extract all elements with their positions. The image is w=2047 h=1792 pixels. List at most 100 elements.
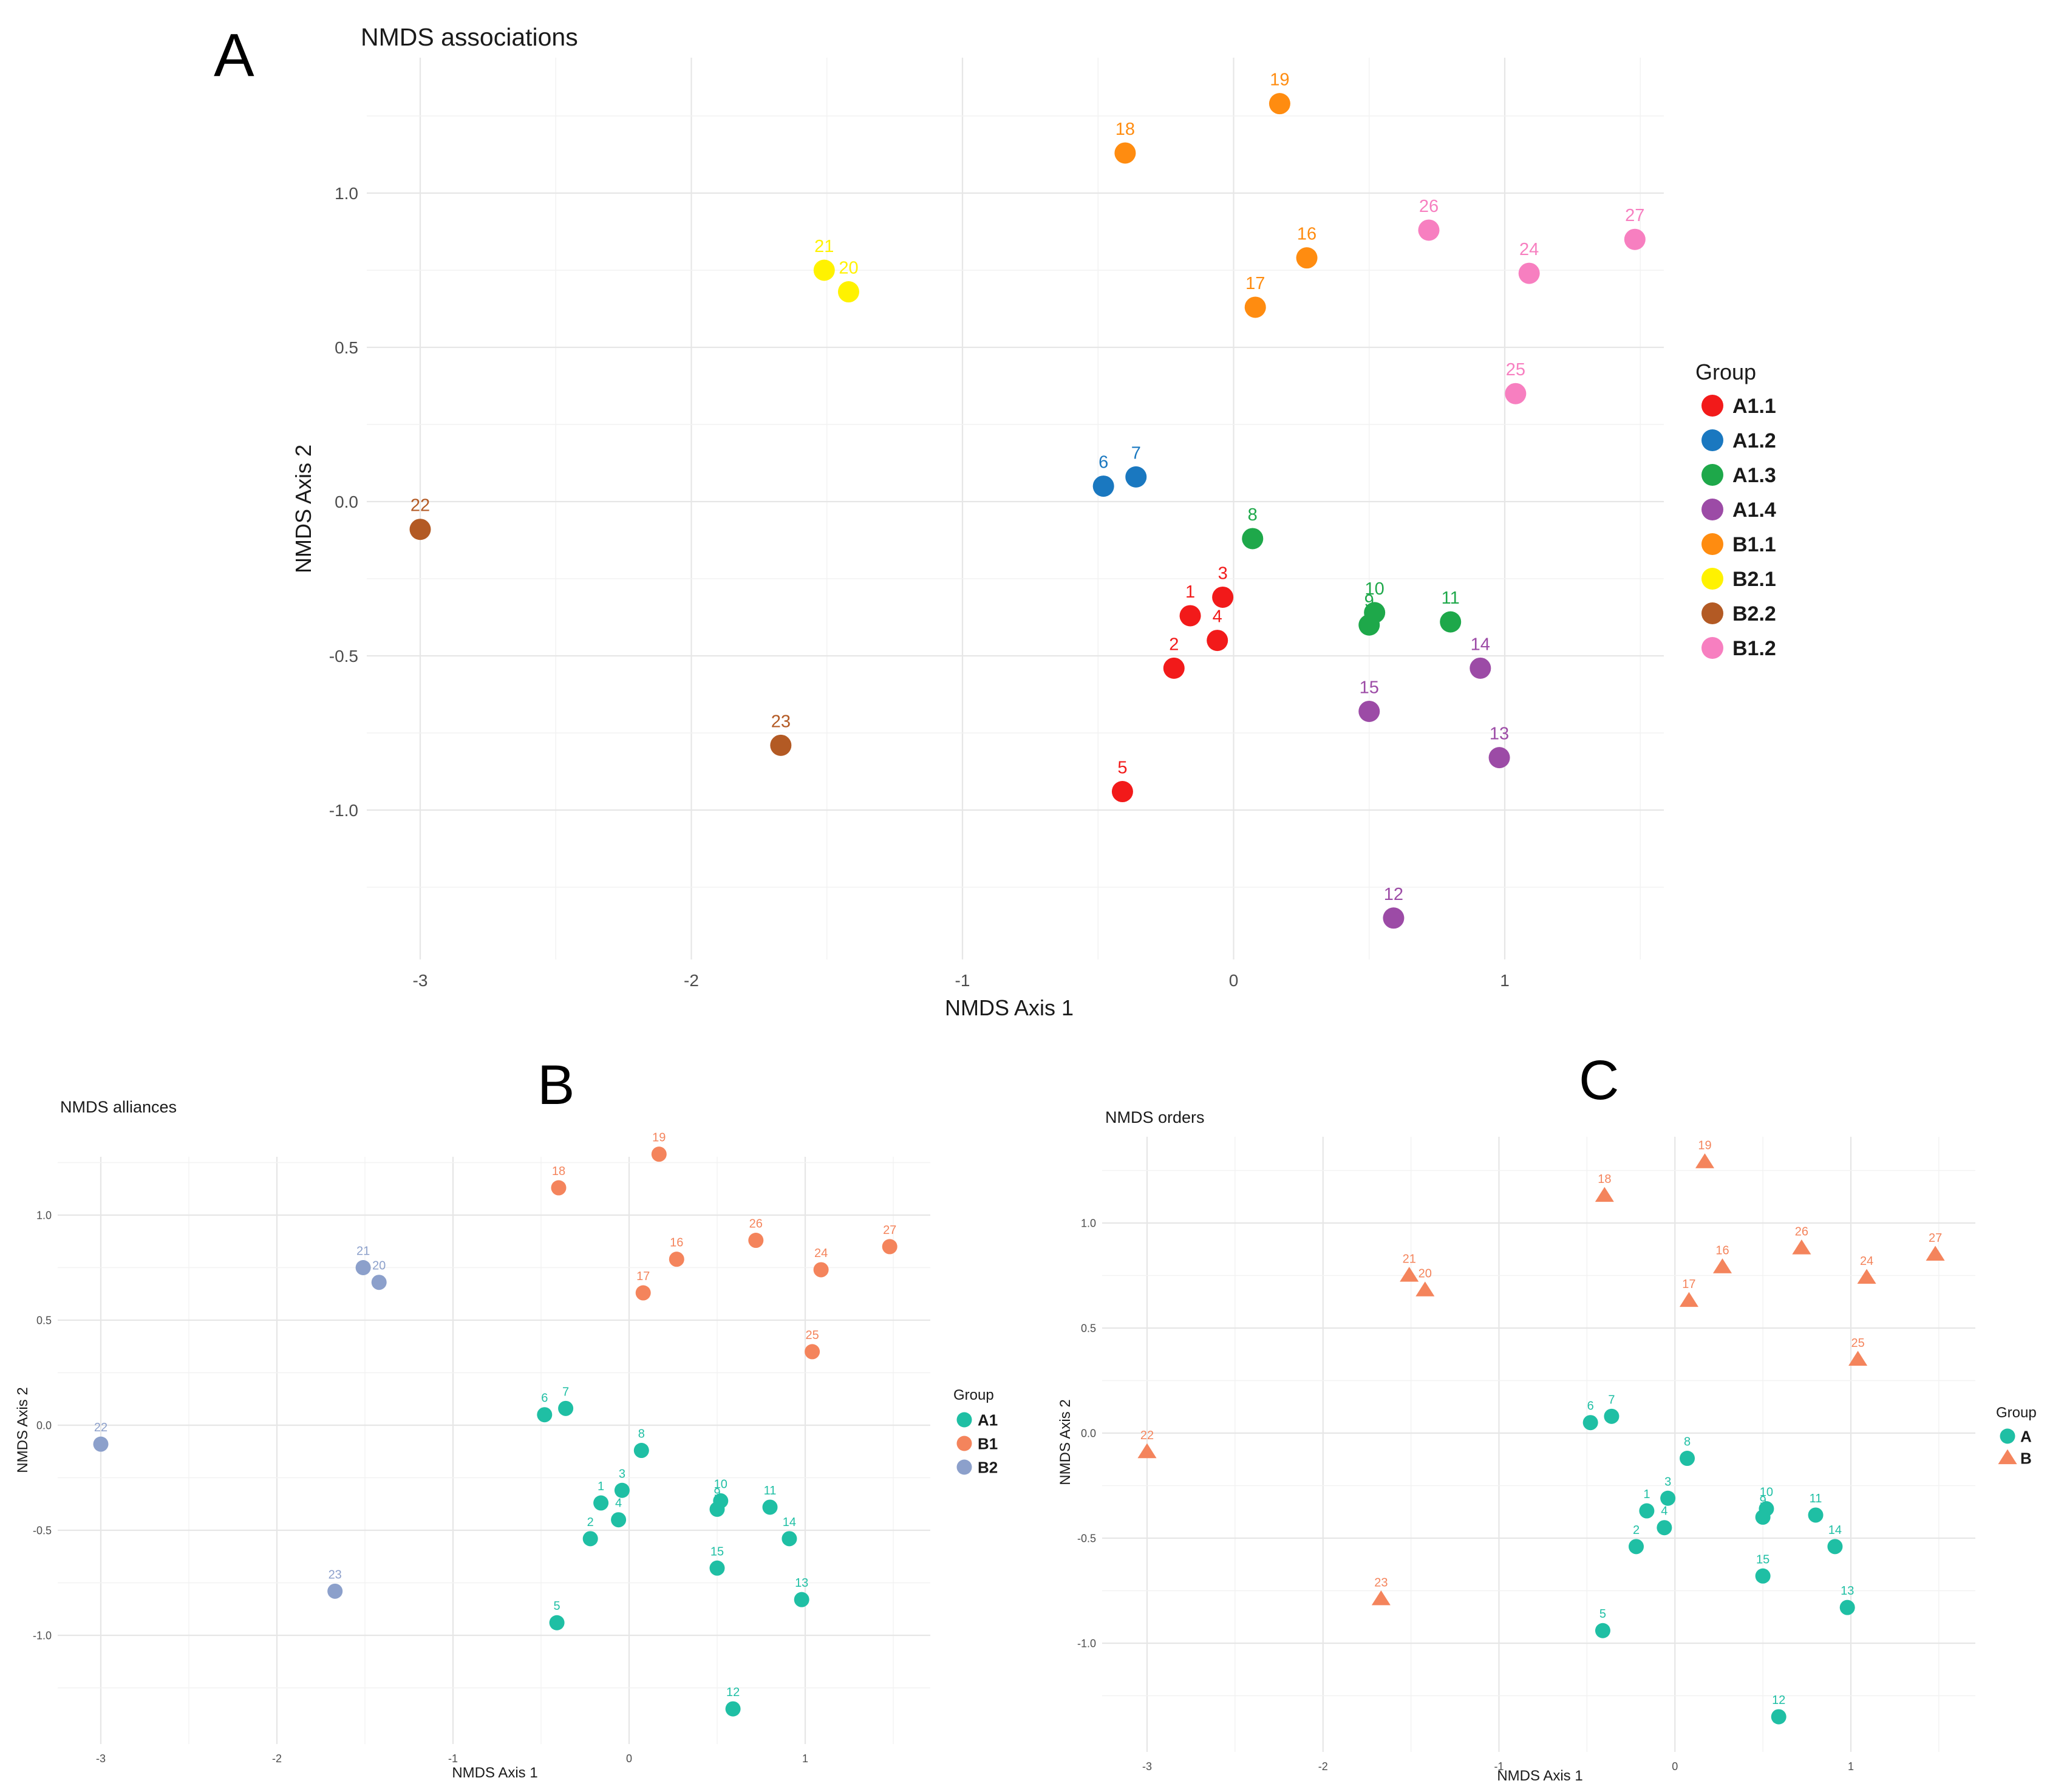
point-label: 20 <box>1419 1267 1432 1281</box>
data-point <box>1771 1709 1786 1725</box>
legend-swatch <box>1701 429 1723 451</box>
x-tick-label: -1 <box>448 1753 458 1765</box>
point-label: 19 <box>652 1131 666 1145</box>
point-label: 5 <box>1117 758 1127 778</box>
point-label: 21 <box>1403 1253 1416 1266</box>
y-tick-label: -0.5 <box>1077 1532 1096 1544</box>
data-point <box>1488 747 1510 769</box>
y-axis-title: NMDS Axis 2 <box>291 445 316 573</box>
data-point <box>709 1560 725 1576</box>
legend-swatch <box>1701 602 1723 624</box>
data-point <box>558 1400 574 1416</box>
plot-title: NMDS alliances <box>60 1098 177 1116</box>
x-axis-title: NMDS Axis 1 <box>945 995 1074 1020</box>
data-point <box>1624 228 1646 250</box>
y-tick-label: -0.5 <box>33 1524 52 1536</box>
data-point <box>1400 1267 1419 1282</box>
point-label: 23 <box>771 712 791 731</box>
data-point <box>327 1583 343 1599</box>
x-tick-label: -2 <box>1318 1760 1328 1773</box>
data-point <box>782 1531 797 1547</box>
data-point <box>1092 475 1114 497</box>
point-label: 7 <box>562 1385 569 1399</box>
y-tick-label: 0.5 <box>36 1314 52 1326</box>
data-point <box>1114 142 1136 164</box>
point-label: 4 <box>1213 607 1222 627</box>
point-label: 2 <box>587 1516 594 1529</box>
legend: Group A1 B1 B2 <box>953 1387 998 1476</box>
data-point <box>635 1285 651 1301</box>
data-point <box>551 1180 567 1196</box>
point-label: 15 <box>710 1545 724 1558</box>
x-tick-label: 0 <box>626 1753 632 1765</box>
point-label: 8 <box>1684 1436 1691 1449</box>
data-point <box>1470 657 1491 679</box>
data-point <box>713 1493 729 1509</box>
point-label: 15 <box>1360 678 1379 697</box>
point-label: 11 <box>1810 1492 1822 1505</box>
data-point <box>1179 605 1201 627</box>
point-label: 25 <box>1851 1337 1864 1350</box>
y-tick-label: -1.0 <box>1077 1637 1096 1649</box>
data-point <box>537 1407 553 1423</box>
point-label: 5 <box>554 1600 560 1613</box>
y-axis-title: NMDS Axis 2 <box>15 1387 31 1473</box>
point-label: 13 <box>1841 1584 1854 1598</box>
legend-swatch <box>1701 568 1723 590</box>
panel-letter: C <box>1579 1049 1619 1111</box>
point-label: 22 <box>410 496 430 516</box>
point-label: 26 <box>1795 1225 1808 1239</box>
data-point <box>1595 1187 1614 1202</box>
data-point <box>1712 1258 1732 1273</box>
data-point <box>1269 93 1290 115</box>
data-point <box>1660 1490 1676 1506</box>
point-label: 2 <box>1633 1524 1640 1537</box>
legend-swatch <box>1701 464 1723 486</box>
data-point <box>93 1436 109 1452</box>
point-label: 24 <box>1860 1255 1873 1268</box>
y-tick-label: 1.0 <box>36 1209 52 1221</box>
point-label: 17 <box>1245 274 1265 293</box>
x-axis-title: NMDS Axis 1 <box>1497 1768 1582 1784</box>
data-point <box>882 1239 897 1255</box>
data-point <box>1629 1539 1644 1555</box>
data-point <box>1296 247 1318 269</box>
point-label: 21 <box>356 1245 370 1258</box>
point-label: 1 <box>1185 582 1195 602</box>
legend-label: A1.1 <box>1732 395 1776 418</box>
point-label: 18 <box>1115 120 1135 139</box>
y-tick-label: 0.0 <box>335 492 358 511</box>
data-point <box>1827 1539 1843 1555</box>
grid <box>1102 1137 1975 1752</box>
point-label: 18 <box>552 1165 565 1178</box>
x-tick-label: -2 <box>684 971 699 990</box>
data-point <box>409 519 431 540</box>
data-point <box>669 1252 684 1267</box>
data-point <box>794 1592 809 1607</box>
point-label: 19 <box>1270 70 1289 90</box>
data-point <box>837 281 859 303</box>
legend-swatch <box>1701 499 1723 520</box>
x-tick-label: -1 <box>955 971 970 990</box>
legend-title: Group <box>1996 1405 2037 1421</box>
data-point <box>1415 1281 1435 1296</box>
data-point <box>633 1443 649 1459</box>
point-label: 13 <box>795 1576 808 1590</box>
point-label: 4 <box>1661 1505 1667 1518</box>
data-point <box>611 1512 627 1528</box>
legend-label: B1 <box>978 1434 998 1453</box>
data-point <box>1364 602 1386 624</box>
x-tick-label: 1 <box>802 1753 808 1765</box>
point-label: 23 <box>1374 1576 1388 1589</box>
legend-label: A1.4 <box>1732 499 1776 522</box>
data-point <box>813 1262 829 1278</box>
panel-b: -3 -2 -1 0 1 -1.0 -0.5 0.0 0.5 1.0 B NMDS alliances… <box>15 1054 998 1781</box>
legend-label: A <box>2020 1427 2032 1445</box>
data-point <box>1163 657 1185 679</box>
data-point <box>770 734 792 756</box>
panel-letter: A <box>214 21 254 89</box>
legend-title: Group <box>953 1387 994 1403</box>
legend-swatch <box>1701 533 1723 555</box>
point-label: 10 <box>1365 579 1385 599</box>
